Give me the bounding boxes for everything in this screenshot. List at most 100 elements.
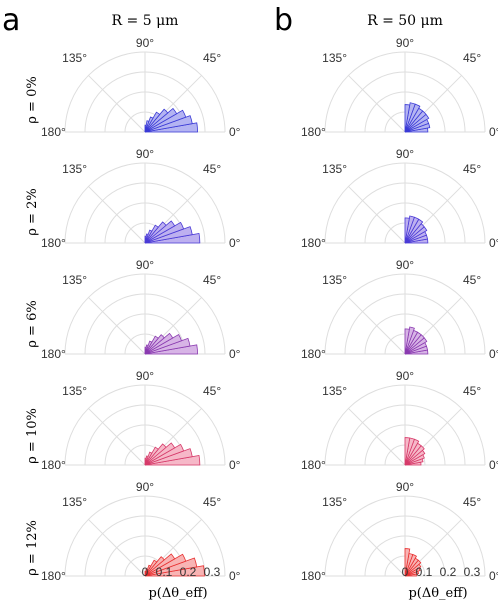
histogram-wedge-c1-r1 (404, 215, 415, 244)
angle-tick-90-c1-r4: 90° (396, 480, 414, 494)
angle-tick-0-c0-r4: 0° (229, 569, 241, 583)
histogram-wedge-c0-r2 (144, 335, 159, 355)
angle-tick-135-c1-r3: 135° (322, 384, 347, 398)
histogram-wedge-c0-r0 (144, 120, 150, 133)
radial-tick-right-0.3: 0.3 (464, 565, 481, 579)
row-label-rho-2: ρ = 2% (25, 188, 40, 235)
row-label-rho-12: ρ = 12% (25, 520, 40, 576)
histogram-wedge-c0-r3 (144, 442, 176, 466)
angle-tick-45-c1-r0: 45° (463, 51, 481, 65)
column-title-left: R = 5 μm (112, 13, 179, 29)
histogram-wedge-c0-r1 (144, 235, 147, 244)
radial-tick-left-0.3: 0.3 (204, 565, 221, 579)
grid-spoke-c1-r4 (348, 519, 406, 577)
angle-tick-180-c0-r4: 180° (41, 569, 66, 583)
angle-tick-45-c1-r2: 45° (463, 273, 481, 287)
angle-tick-180-c0-r1: 180° (41, 236, 66, 250)
histogram-wedge-c1-r4 (404, 548, 411, 577)
angle-tick-135-c1-r0: 135° (322, 51, 347, 65)
angle-tick-135-c1-r2: 135° (322, 273, 347, 287)
grid-spoke-c0-r4 (88, 519, 146, 577)
panel-label-b: b (274, 3, 293, 38)
histogram-wedge-c0-r4 (144, 556, 165, 577)
radial-tick-left-0.1: 0.1 (156, 565, 173, 579)
angle-tick-135-c0-r3: 135° (62, 384, 87, 398)
histogram-wedge-c1-r2 (404, 328, 410, 355)
histogram-wedge-c0-r0 (144, 109, 187, 133)
radial-tick-right-0.1: 0.1 (416, 565, 433, 579)
radial-tick-right-0: 0 (402, 565, 409, 579)
angle-tick-45-c1-r3: 45° (463, 384, 481, 398)
angle-tick-90-c0-r1: 90° (136, 147, 154, 161)
angle-tick-45-c1-r4: 45° (463, 495, 481, 509)
histogram-wedge-c0-r3 (144, 443, 167, 466)
histogram-wedge-c0-r0 (144, 124, 147, 133)
angle-tick-135-c0-r0: 135° (62, 51, 87, 65)
histogram-wedge-c0-r0 (144, 107, 178, 133)
angle-tick-90-c0-r0: 90° (136, 36, 154, 50)
panel-label-a: a (2, 3, 20, 38)
angle-tick-0-c0-r2: 0° (229, 347, 241, 361)
angle-tick-0-c0-r1: 0° (229, 236, 241, 250)
row-label-rho-0: ρ = 0% (25, 76, 40, 123)
histogram-wedge-c1-r0 (404, 104, 411, 133)
angle-tick-90-c1-r3: 90° (396, 369, 414, 383)
histogram-wedge-c0-r3 (144, 457, 147, 466)
histogram-wedge-c0-r0 (144, 108, 169, 133)
angle-tick-90-c1-r2: 90° (396, 258, 414, 272)
angle-tick-135-c0-r4: 135° (62, 495, 87, 509)
angle-tick-0-c1-r2: 0° (489, 347, 498, 361)
angle-tick-45-c1-r1: 45° (463, 162, 481, 176)
histogram-wedge-c0-r2 (144, 332, 174, 355)
histogram-wedge-c1-r3 (404, 437, 411, 466)
angle-tick-135-c1-r1: 135° (322, 162, 347, 176)
grid-spoke-c0-r3 (88, 408, 146, 466)
angle-tick-90-c0-r3: 90° (136, 369, 154, 383)
angle-tick-90-c1-r1: 90° (396, 147, 414, 161)
histogram-wedge-c0-r4 (144, 553, 176, 577)
radial-tick-right-0.2: 0.2 (440, 565, 457, 579)
angle-tick-45-c0-r2: 45° (203, 273, 221, 287)
histogram-wedge-c0-r4 (144, 571, 147, 577)
histogram-wedge-c0-r1 (144, 220, 176, 244)
angle-tick-0-c0-r3: 0° (229, 458, 241, 472)
histogram-wedge-c0-r2 (144, 334, 165, 355)
histogram-wedge-c0-r0 (144, 111, 161, 133)
radial-tick-left-0.2: 0.2 (180, 565, 197, 579)
row-label-rho-6: ρ = 6% (25, 300, 40, 347)
histogram-wedge-c0-r1 (144, 229, 153, 244)
angle-tick-90-c0-r4: 90° (136, 480, 154, 494)
histogram-wedge-c0-r0 (144, 116, 154, 133)
angle-tick-180-c1-r4: 180° (301, 569, 326, 583)
histogram-wedge-c1-r1 (404, 217, 410, 244)
angle-tick-45-c0-r0: 45° (203, 51, 221, 65)
histogram-wedge-c0-r1 (144, 221, 167, 244)
histogram-wedge-c0-r2 (144, 346, 147, 355)
histogram-wedge-c0-r3 (144, 451, 153, 466)
angle-tick-180-c1-r3: 180° (301, 458, 326, 472)
angle-tick-90-c1-r0: 90° (396, 36, 414, 50)
angle-tick-180-c0-r0: 180° (41, 125, 66, 139)
angle-tick-0-c1-r4: 0° (489, 569, 498, 583)
histogram-wedge-c1-r2 (404, 326, 415, 355)
histogram-wedge-c0-r4 (144, 553, 187, 577)
angle-tick-45-c0-r4: 45° (203, 495, 221, 509)
row-label-rho-10: ρ = 10% (25, 408, 40, 464)
angle-tick-0-c1-r0: 0° (489, 125, 498, 139)
angle-tick-0-c1-r3: 0° (489, 458, 498, 472)
histogram-wedge-c0-r2 (144, 340, 153, 355)
angle-tick-180-c1-r1: 180° (301, 236, 326, 250)
grid-spoke-c1-r1 (348, 186, 406, 244)
histogram-wedge-c1-r0 (404, 102, 416, 133)
grid-spoke-c0-r1 (88, 186, 146, 244)
column-title-right: R = 50 μm (367, 13, 443, 29)
grid-spoke-c1-r2 (348, 297, 406, 355)
x-axis-label-left: p(Δθ_eff) (148, 586, 207, 600)
angle-tick-90-c0-r2: 90° (136, 258, 154, 272)
angle-tick-0-c1-r1: 0° (489, 236, 498, 250)
angle-tick-45-c0-r1: 45° (203, 162, 221, 176)
angle-tick-180-c1-r0: 180° (301, 125, 326, 139)
grid-spoke-c1-r3 (348, 408, 406, 466)
polar-plots: 180° 135° 90° 45° 0° 180° 135° 90° 45° 0° 180° 135°… (41, 36, 498, 583)
histogram-wedge-c0-r4 (144, 564, 152, 577)
